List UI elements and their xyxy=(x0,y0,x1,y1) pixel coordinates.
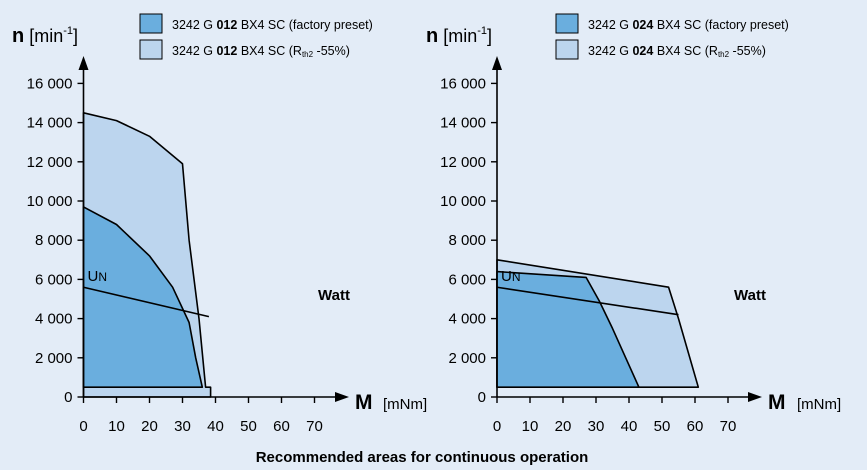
chart-panel-1: 3242 G 012 BX4 SC (factory preset)3242 G… xyxy=(12,13,427,435)
x-axis-title-symbol: M xyxy=(355,391,373,414)
series-area-factory xyxy=(496,270,640,388)
y-tick-label: 14 000 xyxy=(440,115,486,132)
x-axis-arrow xyxy=(748,392,762,402)
x-axis-title: M xyxy=(355,391,373,414)
y-tick-label: 10 000 xyxy=(440,193,486,210)
legend-entry: 3242 G 012 BX4 SC (factory preset) xyxy=(172,18,373,32)
y-axis-title-symbol: n xyxy=(12,25,24,47)
series-area-factory xyxy=(82,206,204,388)
y-axis-title-unit: [min xyxy=(24,26,63,46)
y-tick-label: 4 000 xyxy=(35,311,73,328)
x-tick-label: 70 xyxy=(720,418,737,435)
legend-text: 3242 G xyxy=(172,18,216,32)
x-tick-label: 30 xyxy=(588,418,605,435)
y-tick-label: 4 000 xyxy=(448,311,486,328)
y-axis-title-close: ] xyxy=(487,26,492,46)
legend-subscript: th2 xyxy=(718,50,730,59)
y-axis-title-sup: -1 xyxy=(477,25,487,37)
y-axis-title-sup: -1 xyxy=(63,25,73,37)
x-tick-label: 60 xyxy=(273,418,290,435)
y-tick-label: 8 000 xyxy=(448,232,486,249)
x-axis-unit: [mNm] xyxy=(797,396,841,413)
legend-entry: 3242 G 024 BX4 SC (factory preset) xyxy=(588,18,789,32)
un-line xyxy=(496,286,679,316)
legend-swatch xyxy=(139,39,163,60)
y-axis-arrow xyxy=(492,56,502,70)
y-tick-label: 6 000 xyxy=(448,271,486,288)
legend-text: BX4 SC (factory preset) xyxy=(237,18,372,32)
un-label-sub: N xyxy=(512,270,521,284)
y-axis-arrow xyxy=(78,56,89,70)
legend-text: -55%) xyxy=(313,44,350,58)
un-label: UN xyxy=(501,268,521,285)
y-tick-label: 8 000 xyxy=(35,232,73,249)
legend-text: 3242 G xyxy=(588,18,632,32)
y-tick-label: 0 xyxy=(478,389,486,406)
legend-text: -55%) xyxy=(729,44,766,58)
x-tick-label: 10 xyxy=(108,418,125,435)
y-tick-label: 2 000 xyxy=(448,350,486,367)
legend-swatch xyxy=(555,13,579,34)
legend-text: 3242 G xyxy=(172,44,216,58)
x-tick-label: 0 xyxy=(79,418,87,435)
watt-label: Watt xyxy=(734,287,766,304)
x-tick-label: 20 xyxy=(141,418,158,435)
x-tick-label: 40 xyxy=(621,418,638,435)
x-tick-label: 40 xyxy=(207,418,224,435)
y-tick-label: 12 000 xyxy=(27,154,73,171)
y-tick-label: 16 000 xyxy=(440,75,486,92)
legend-text: BX4 SC (factory preset) xyxy=(653,18,788,32)
legend-text: 3242 G xyxy=(588,44,632,58)
y-axis-title-symbol: n xyxy=(426,25,438,47)
x-tick-label: 0 xyxy=(493,418,501,435)
y-axis-title: n [min-1] xyxy=(12,25,78,47)
un-label-text: U xyxy=(88,268,99,285)
x-tick-label: 50 xyxy=(240,418,257,435)
x-axis-arrow xyxy=(335,392,349,402)
legend-entry: 3242 G 012 BX4 SC (Rth2 -55%) xyxy=(172,44,350,59)
x-axis-unit: [mNm] xyxy=(383,396,427,413)
un-label-sub: N xyxy=(98,270,107,284)
x-tick-label: 70 xyxy=(306,418,323,435)
legend-subscript: th2 xyxy=(302,50,314,59)
watt-label: Watt xyxy=(318,287,350,304)
legend-swatch xyxy=(139,13,163,34)
legend-swatch xyxy=(555,39,579,60)
x-axis-title-symbol: M xyxy=(768,391,786,414)
y-tick-label: 0 xyxy=(64,389,72,406)
legend-text-bold: 024 xyxy=(632,44,653,58)
x-tick-label: 20 xyxy=(555,418,572,435)
y-tick-label: 6 000 xyxy=(35,271,73,288)
chart-panel-2: 3242 G 024 BX4 SC (factory preset)3242 G… xyxy=(426,13,841,435)
y-tick-label: 10 000 xyxy=(27,193,73,210)
un-label: UN xyxy=(88,268,108,285)
y-axis-title-unit: [min xyxy=(438,26,477,46)
footer-caption: Recommended areas for continuous operati… xyxy=(256,449,589,466)
y-tick-label: 14 000 xyxy=(27,115,73,132)
legend-text-bold: 012 xyxy=(216,18,237,32)
y-axis-title-close: ] xyxy=(73,26,78,46)
legend-entry: 3242 G 024 BX4 SC (Rth2 -55%) xyxy=(588,44,766,59)
legend-text: BX4 SC (R xyxy=(237,44,302,58)
x-tick-label: 10 xyxy=(522,418,539,435)
y-tick-label: 16 000 xyxy=(27,75,73,92)
x-axis-title: M xyxy=(768,391,786,414)
y-tick-label: 2 000 xyxy=(35,350,73,367)
legend-text-bold: 024 xyxy=(632,18,653,32)
x-tick-label: 30 xyxy=(174,418,191,435)
un-line xyxy=(83,286,210,318)
x-tick-label: 60 xyxy=(687,418,704,435)
y-tick-label: 12 000 xyxy=(440,154,486,171)
legend-text: BX4 SC (R xyxy=(653,44,718,58)
un-label-text: U xyxy=(501,268,512,285)
x-tick-label: 50 xyxy=(654,418,671,435)
y-axis-title: n [min-1] xyxy=(426,25,492,47)
legend-text-bold: 012 xyxy=(216,44,237,58)
